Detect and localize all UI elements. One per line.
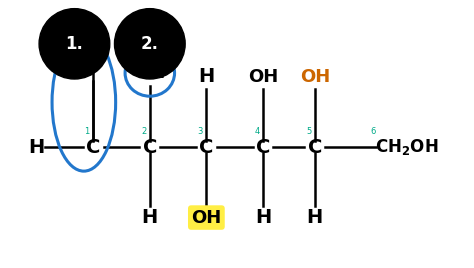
Text: OH: OH <box>135 64 165 82</box>
Text: 1.: 1. <box>65 35 83 53</box>
Text: H: H <box>28 138 45 157</box>
Text: C: C <box>256 138 270 157</box>
Text: H: H <box>142 208 158 227</box>
Text: 5: 5 <box>306 127 311 136</box>
Ellipse shape <box>39 9 110 79</box>
Text: H: H <box>307 208 323 227</box>
Text: 1: 1 <box>84 127 90 136</box>
Ellipse shape <box>115 9 185 79</box>
Text: =: = <box>79 58 96 78</box>
Text: 6: 6 <box>371 127 376 136</box>
Text: H: H <box>255 208 271 227</box>
Text: $\mathregular{CH_2OH}$: $\mathregular{CH_2OH}$ <box>375 137 438 157</box>
Text: 3: 3 <box>198 127 203 136</box>
Text: C: C <box>86 138 100 157</box>
Text: H: H <box>198 68 215 87</box>
Text: C: C <box>199 138 214 157</box>
Text: C: C <box>143 138 157 157</box>
Text: OH: OH <box>191 209 221 226</box>
Text: O: O <box>65 58 82 77</box>
Text: 2.: 2. <box>141 35 159 53</box>
Text: OH: OH <box>248 68 278 86</box>
Text: C: C <box>308 138 322 157</box>
Text: 4: 4 <box>254 127 259 136</box>
Text: 2: 2 <box>141 127 146 136</box>
Text: OH: OH <box>300 68 330 86</box>
